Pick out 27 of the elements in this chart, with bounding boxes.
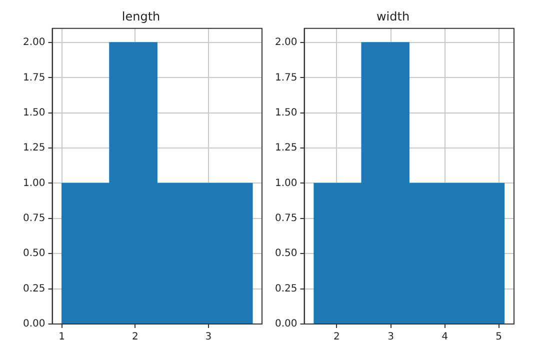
y-tick-label: 0.25 [275, 283, 298, 294]
y-tick-label: 0.75 [275, 213, 298, 224]
x-tick-label: 3 [388, 332, 394, 343]
y-tick-label: 1.75 [275, 72, 298, 84]
y-tick-label: 1.25 [275, 142, 298, 154]
x-tick-label: 1 [58, 332, 65, 343]
y-tick-label: 1.00 [275, 178, 298, 189]
y-tick-label: 1.00 [23, 178, 46, 189]
x-tick-label: 2 [334, 332, 340, 343]
y-tick-label: 0.00 [23, 318, 46, 330]
y-tick-label: 0.75 [23, 213, 46, 224]
y-tick-label: 1.25 [23, 142, 46, 154]
chart-title: length [122, 9, 160, 24]
x-tick-label: 4 [442, 332, 448, 343]
y-tick-label: 2.00 [23, 37, 46, 48]
y-tick-label: 1.75 [23, 72, 46, 84]
x-tick-label: 3 [205, 332, 212, 343]
y-tick-label: 0.25 [23, 283, 46, 294]
y-tick-label: 0.50 [23, 248, 46, 260]
y-tick-label: 1.50 [275, 107, 298, 118]
x-tick-label: 5 [496, 332, 502, 343]
x-tick-label: 2 [132, 332, 138, 343]
y-tick-label: 2.00 [275, 37, 298, 48]
y-tick-label: 1.50 [23, 107, 46, 118]
chart-title: width [376, 9, 410, 24]
y-tick-label: 0.50 [275, 248, 298, 260]
y-tick-label: 0.00 [275, 318, 298, 330]
